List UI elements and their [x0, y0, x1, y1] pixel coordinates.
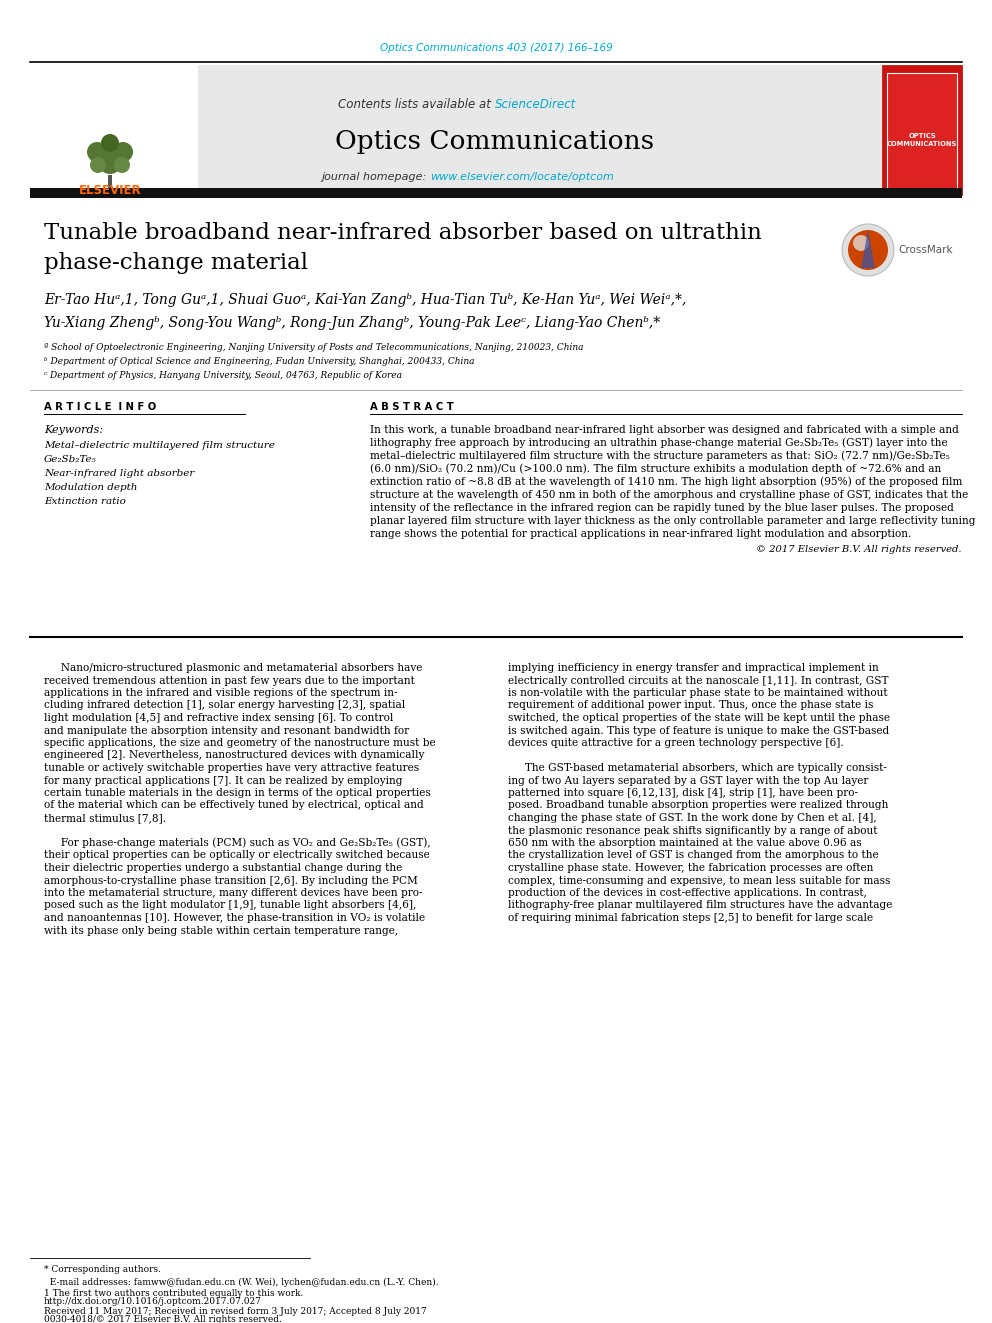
Text: Nano/micro-structured plasmonic and metamaterial absorbers have: Nano/micro-structured plasmonic and meta…: [44, 663, 423, 673]
Text: http://dx.doi.org/10.1016/j.optcom.2017.07.027: http://dx.doi.org/10.1016/j.optcom.2017.…: [44, 1298, 262, 1307]
Text: switched, the optical properties of the state will be kept until the phase: switched, the optical properties of the …: [508, 713, 890, 722]
Text: their dielectric properties undergo a substantial change during the: their dielectric properties undergo a su…: [44, 863, 402, 873]
Text: planar layered film structure with layer thickness as the only controllable para: planar layered film structure with layer…: [370, 516, 975, 527]
Text: their optical properties can be optically or electrically switched because: their optical properties can be opticall…: [44, 851, 430, 860]
Circle shape: [114, 157, 130, 173]
Text: the crystallization level of GST is changed from the amorphous to the: the crystallization level of GST is chan…: [508, 851, 879, 860]
Text: phase-change material: phase-change material: [44, 251, 308, 274]
Text: extinction ratio of ~8.8 dB at the wavelength of 1410 nm. The high light absorpt: extinction ratio of ~8.8 dB at the wavel…: [370, 476, 962, 487]
Text: Keywords:: Keywords:: [44, 425, 103, 435]
Text: Tunable broadband near-infrared absorber based on ultrathin: Tunable broadband near-infrared absorber…: [44, 222, 762, 243]
Text: complex, time-consuming and expensive, to mean less suitable for mass: complex, time-consuming and expensive, t…: [508, 876, 891, 885]
Text: ª School of Optoelectronic Engineering, Nanjing University of Posts and Telecomm: ª School of Optoelectronic Engineering, …: [44, 344, 583, 352]
Circle shape: [113, 142, 133, 161]
Text: 1 The first two authors contributed equally to this work.: 1 The first two authors contributed equa…: [44, 1290, 304, 1298]
Text: received tremendous attention in past few years due to the important: received tremendous attention in past fe…: [44, 676, 415, 685]
Polygon shape: [108, 175, 112, 188]
Text: 650 nm with the absorption maintained at the value above 0.96 as: 650 nm with the absorption maintained at…: [508, 837, 862, 848]
Text: Optics Communications: Optics Communications: [335, 130, 655, 155]
Text: requirement of additional power input. Thus, once the phase state is: requirement of additional power input. T…: [508, 700, 873, 710]
Text: Contents lists available at: Contents lists available at: [338, 98, 495, 111]
Text: ing of two Au layers separated by a GST layer with the top Au layer: ing of two Au layers separated by a GST …: [508, 775, 868, 786]
Text: thermal stimulus [7,8].: thermal stimulus [7,8].: [44, 814, 166, 823]
Text: changing the phase state of GST. In the work done by Chen et al. [4],: changing the phase state of GST. In the …: [508, 814, 877, 823]
Text: light modulation [4,5] and refractive index sensing [6]. To control: light modulation [4,5] and refractive in…: [44, 713, 394, 722]
Bar: [30, 188, 962, 198]
Text: of the material which can be effectively tuned by electrical, optical and: of the material which can be effectively…: [44, 800, 424, 811]
Text: is non-volatile with the particular phase state to be maintained without: is non-volatile with the particular phas…: [508, 688, 888, 699]
Text: electrically controlled circuits at the nanoscale [1,11]. In contrast, GST: electrically controlled circuits at the …: [508, 676, 889, 685]
Text: crystalline phase state. However, the fabrication processes are often: crystalline phase state. However, the fa…: [508, 863, 873, 873]
Text: © 2017 Elsevier B.V. All rights reserved.: © 2017 Elsevier B.V. All rights reserved…: [757, 545, 962, 554]
Text: Yu-Xiang Zhengᵇ, Song-You Wangᵇ, Rong-Jun Zhangᵇ, Young-Pak Leeᶜ, Liang-Yao Chen: Yu-Xiang Zhengᵇ, Song-You Wangᵇ, Rong-Ju…: [44, 316, 661, 329]
Text: specific applications, the size and geometry of the nanostructure must be: specific applications, the size and geom…: [44, 738, 435, 747]
Circle shape: [98, 149, 122, 175]
Text: Metal–dielectric multilayered film structure: Metal–dielectric multilayered film struc…: [44, 441, 275, 450]
Text: journal homepage:: journal homepage:: [321, 172, 430, 183]
Text: In this work, a tunable broadband near-infrared light absorber was designed and : In this work, a tunable broadband near-i…: [370, 425, 959, 435]
Text: A R T I C L E  I N F O: A R T I C L E I N F O: [44, 402, 157, 411]
Text: for many practical applications [7]. It can be realized by employing: for many practical applications [7]. It …: [44, 775, 403, 786]
Circle shape: [101, 134, 119, 152]
Text: amorphous-to-crystalline phase transition [2,6]. By including the PCM: amorphous-to-crystalline phase transitio…: [44, 876, 418, 885]
Text: range shows the potential for practical applications in near-infrared light modu: range shows the potential for practical …: [370, 529, 912, 538]
Text: Optics Communications 403 (2017) 166–169: Optics Communications 403 (2017) 166–169: [380, 44, 612, 53]
Text: OPTICS
COMMUNICATIONS: OPTICS COMMUNICATIONS: [887, 134, 957, 147]
Text: intensity of the reflectance in the infrared region can be rapidly tuned by the : intensity of the reflectance in the infr…: [370, 503, 954, 513]
Text: E-mail addresses: famww@fudan.edu.cn (W. Wei), lychen@fudan.edu.cn (L.-Y. Chen).: E-mail addresses: famww@fudan.edu.cn (W.…: [44, 1278, 438, 1286]
Text: patterned into square [6,12,13], disk [4], strip [1], have been pro-: patterned into square [6,12,13], disk [4…: [508, 789, 858, 798]
Text: Extinction ratio: Extinction ratio: [44, 496, 126, 505]
Text: with its phase only being stable within certain temperature range,: with its phase only being stable within …: [44, 926, 398, 935]
Text: Near-infrared light absorber: Near-infrared light absorber: [44, 468, 194, 478]
Text: ᶜ Department of Physics, Hanyang University, Seoul, 04763, Republic of Korea: ᶜ Department of Physics, Hanyang Univers…: [44, 372, 402, 381]
Bar: [30, 65, 882, 194]
Circle shape: [87, 142, 107, 161]
Text: of requiring minimal fabrication steps [2,5] to benefit for large scale: of requiring minimal fabrication steps […: [508, 913, 873, 923]
Polygon shape: [861, 230, 875, 269]
Text: structure at the wavelength of 450 nm in both of the amorphous and crystalline p: structure at the wavelength of 450 nm in…: [370, 490, 968, 500]
Text: (6.0 nm)/SiO₂ (70.2 nm)/Cu (>100.0 nm). The film structure exhibits a modulation: (6.0 nm)/SiO₂ (70.2 nm)/Cu (>100.0 nm). …: [370, 464, 941, 474]
Circle shape: [853, 235, 869, 251]
Text: ScienceDirect: ScienceDirect: [495, 98, 576, 111]
Text: devices quite attractive for a green technology perspective [6].: devices quite attractive for a green tec…: [508, 738, 844, 747]
Text: CrossMark: CrossMark: [898, 245, 952, 255]
Text: Received 11 May 2017; Received in revised form 3 July 2017; Accepted 8 July 2017: Received 11 May 2017; Received in revise…: [44, 1307, 427, 1316]
Text: lithography-free planar multilayered film structures have the advantage: lithography-free planar multilayered fil…: [508, 901, 893, 910]
Text: posed such as the light modulator [1,9], tunable light absorbers [4,6],: posed such as the light modulator [1,9],…: [44, 901, 417, 910]
Text: cluding infrared detection [1], solar energy harvesting [2,3], spatial: cluding infrared detection [1], solar en…: [44, 700, 406, 710]
Text: posed. Broadband tunable absorption properties were realized through: posed. Broadband tunable absorption prop…: [508, 800, 889, 811]
Text: Modulation depth: Modulation depth: [44, 483, 137, 492]
Circle shape: [842, 224, 894, 277]
Text: the plasmonic resonance peak shifts significantly by a range of about: the plasmonic resonance peak shifts sign…: [508, 826, 878, 836]
Text: engineered [2]. Nevertheless, nanostructured devices with dynamically: engineered [2]. Nevertheless, nanostruct…: [44, 750, 425, 761]
Text: www.elsevier.com/locate/optcom: www.elsevier.com/locate/optcom: [430, 172, 614, 183]
Text: and manipulate the absorption intensity and resonant bandwidth for: and manipulate the absorption intensity …: [44, 725, 409, 736]
Bar: [887, 73, 957, 191]
Circle shape: [90, 157, 106, 173]
Text: ᵇ Department of Optical Science and Engineering, Fudan University, Shanghai, 200: ᵇ Department of Optical Science and Engi…: [44, 357, 474, 366]
Text: For phase-change materials (PCM) such as VO₂ and Ge₂Sb₂Te₅ (GST),: For phase-change materials (PCM) such as…: [44, 837, 431, 848]
Text: into the metamaterial structure, many different devices have been pro-: into the metamaterial structure, many di…: [44, 888, 423, 898]
Text: applications in the infrared and visible regions of the spectrum in-: applications in the infrared and visible…: [44, 688, 398, 699]
Text: 0030-4018/© 2017 Elsevier B.V. All rights reserved.: 0030-4018/© 2017 Elsevier B.V. All right…: [44, 1315, 282, 1323]
Bar: [30, 65, 198, 194]
Circle shape: [848, 230, 888, 270]
Text: is switched again. This type of feature is unique to make the GST-based: is switched again. This type of feature …: [508, 725, 889, 736]
Text: production of the devices in cost-effective applications. In contrast,: production of the devices in cost-effect…: [508, 888, 867, 898]
Text: The GST-based metamaterial absorbers, which are typically consist-: The GST-based metamaterial absorbers, wh…: [508, 763, 887, 773]
Bar: [882, 65, 962, 194]
Text: A B S T R A C T: A B S T R A C T: [370, 402, 453, 411]
Text: and nanoantennas [10]. However, the phase-transition in VO₂ is volatile: and nanoantennas [10]. However, the phas…: [44, 913, 426, 923]
Text: certain tunable materials in the design in terms of the optical properties: certain tunable materials in the design …: [44, 789, 431, 798]
Text: implying inefficiency in energy transfer and impractical implement in: implying inefficiency in energy transfer…: [508, 663, 879, 673]
Text: ELSEVIER: ELSEVIER: [78, 184, 141, 197]
Text: metal–dielectric multilayered film structure with the structure parameters as th: metal–dielectric multilayered film struc…: [370, 451, 950, 462]
Text: lithography free approach by introducing an ultrathin phase-change material Ge₂S: lithography free approach by introducing…: [370, 438, 947, 448]
Text: Ge₂Sb₂Te₅: Ge₂Sb₂Te₅: [44, 455, 97, 463]
Text: * Corresponding authors.: * Corresponding authors.: [44, 1266, 161, 1274]
Text: tunable or actively switchable properties have very attractive features: tunable or actively switchable propertie…: [44, 763, 420, 773]
Text: Er-Tao Huᵃ,1, Tong Guᵃ,1, Shuai Guoᵃ, Kai-Yan Zangᵇ, Hua-Tian Tuᵇ, Ke-Han Yuᵃ, W: Er-Tao Huᵃ,1, Tong Guᵃ,1, Shuai Guoᵃ, Ka…: [44, 292, 686, 307]
